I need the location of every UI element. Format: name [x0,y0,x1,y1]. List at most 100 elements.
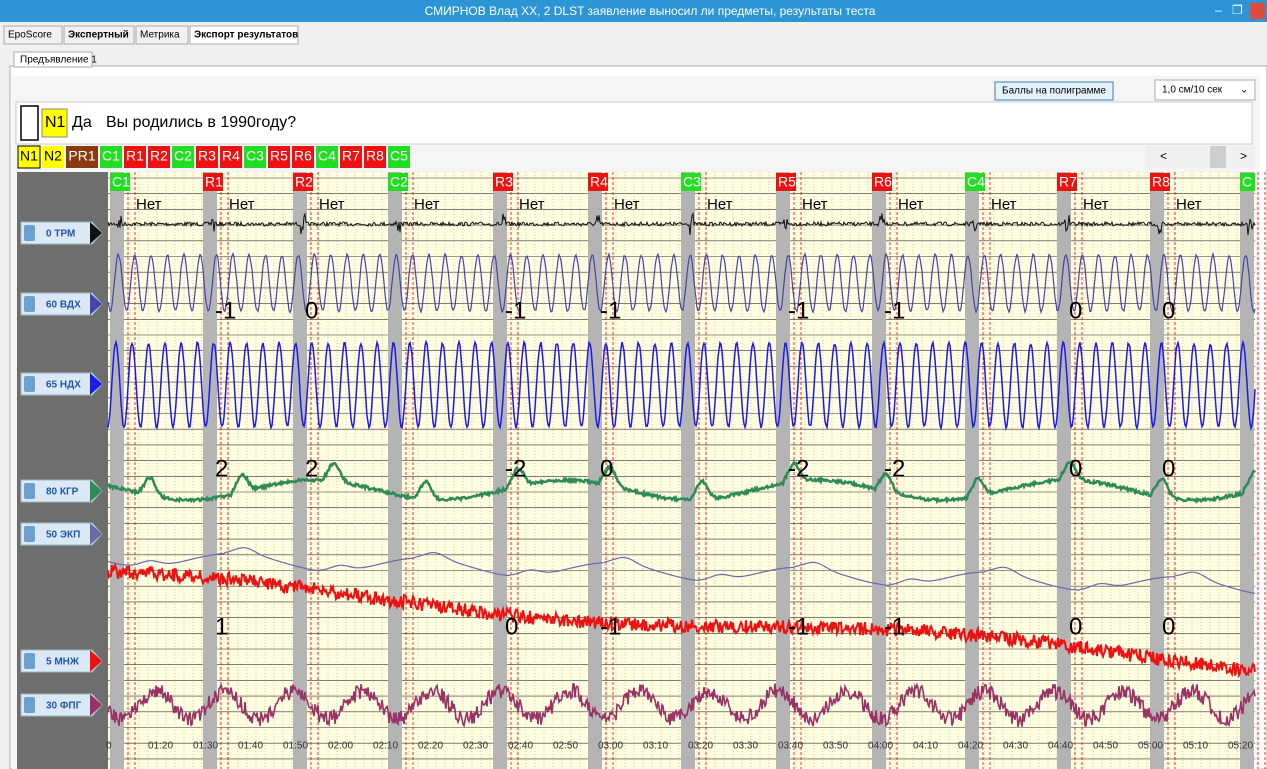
score: -1 [505,297,526,324]
channel-button[interactable] [20,693,103,717]
question-chip[interactable] [340,146,362,168]
time-label: 04:00 [868,741,893,752]
stimulus-band [776,172,790,769]
question-chip[interactable] [268,146,290,168]
score: -1 [215,297,236,324]
question-chip[interactable] [172,146,194,168]
menu-tab-label: EpoScore [8,30,52,41]
answer-label: Нет [991,196,1017,213]
question-check[interactable] [20,105,39,141]
scrollbar[interactable] [1145,146,1255,168]
channel-arrow [90,373,102,395]
marker-bg [872,173,892,191]
channel-arrow [90,650,102,672]
stimulus-band [110,172,124,769]
time-label: 04:10 [913,741,938,752]
answer-label: Нет [898,196,924,213]
question-chip[interactable] [364,146,386,168]
time-label: 05:10 [1183,741,1208,752]
answer-label: Нет [519,196,545,213]
question-chip[interactable] [66,146,98,168]
time-label: 01:50 [283,741,308,752]
score: -1 [600,297,621,324]
menu-tab-label: Экспорт результатов [194,30,298,41]
channel-button[interactable] [20,479,103,503]
menu-tab[interactable] [135,25,189,45]
question-chip[interactable] [100,146,122,168]
question-chip[interactable] [17,145,41,169]
question-chip-label: C3 [246,148,264,164]
channel-button[interactable] [20,221,103,245]
question-chip-label: PR1 [68,148,95,164]
score: 0 [1162,455,1175,482]
channel-icon [24,697,35,713]
question-chip-label: C4 [318,148,336,164]
close[interactable] [1250,3,1265,19]
question-chip[interactable] [196,146,218,168]
answer-label: Нет [136,196,162,213]
channel-label: 60 ВДХ [46,300,81,311]
stimulus-band [872,172,886,769]
question-chip[interactable] [316,146,338,168]
marker-label: R1 [205,174,223,190]
time-label: 01:30 [193,741,218,752]
menu-tab-label: Экспертный [68,30,129,41]
marker-label: R8 [1152,174,1170,190]
score-button-label: Баллы на полиграмме [1002,86,1106,97]
window-title: СМИРНОВ Влад XX, 2 DLST заявление выноси… [425,4,876,18]
marker-bg [1240,173,1255,191]
scale-label: 1,0 см/10 сек [1162,85,1223,96]
score: -2 [505,455,526,482]
channel-arrow [90,480,102,502]
score: -1 [788,297,809,324]
question-chip-label: R7 [342,148,360,164]
marker-bg [588,173,608,191]
question-chip-label: R5 [270,148,288,164]
question-chip[interactable] [42,146,64,168]
question-chip[interactable] [148,146,170,168]
answer-label: Нет [1176,196,1202,213]
menu-tab[interactable] [189,25,299,45]
scroll-left[interactable]: < [1160,149,1167,163]
channel-button[interactable] [20,522,103,546]
answer-label: Нет [229,196,255,213]
scale-select[interactable] [1154,79,1256,101]
restore[interactable]: ❐ [1232,3,1243,17]
menu-tab[interactable] [3,25,63,45]
minimize[interactable]: – [1215,3,1222,17]
channel-button[interactable] [20,372,103,396]
channel-arrow [90,293,102,315]
marker-label: R6 [874,174,892,190]
signal [106,459,1256,505]
channel-button[interactable] [20,292,103,316]
question-answer: Да [72,114,92,131]
question-chip-label: N2 [44,148,62,164]
answer-label: Нет [802,196,828,213]
time-label: 04:20 [958,741,983,752]
question-chip[interactable] [244,146,266,168]
time-label: 04:30 [1003,741,1028,752]
question-chip[interactable] [388,146,410,168]
channel-label: 80 КГР [46,487,79,498]
channel-arrow [90,523,102,545]
scroll-right[interactable]: > [1240,149,1247,163]
stimulus-band [203,172,217,769]
scroll-thumb[interactable] [1210,146,1226,168]
question-chip[interactable] [292,146,314,168]
score: 2 [215,455,228,482]
answer-label: Нет [614,196,640,213]
stimulus-band [493,172,507,769]
channel-icon [24,653,35,669]
marker-bg [1057,173,1077,191]
channel-button[interactable] [20,649,103,673]
question-chip[interactable] [220,146,242,168]
menu-tab[interactable] [63,25,135,45]
score: 0 [1069,613,1082,640]
question-chip-label: R4 [222,148,240,164]
channel-icon [24,483,35,499]
time-label: 0 [106,741,112,752]
score-button[interactable] [994,81,1114,101]
question-chip[interactable] [124,146,146,168]
subtab[interactable] [13,51,93,68]
